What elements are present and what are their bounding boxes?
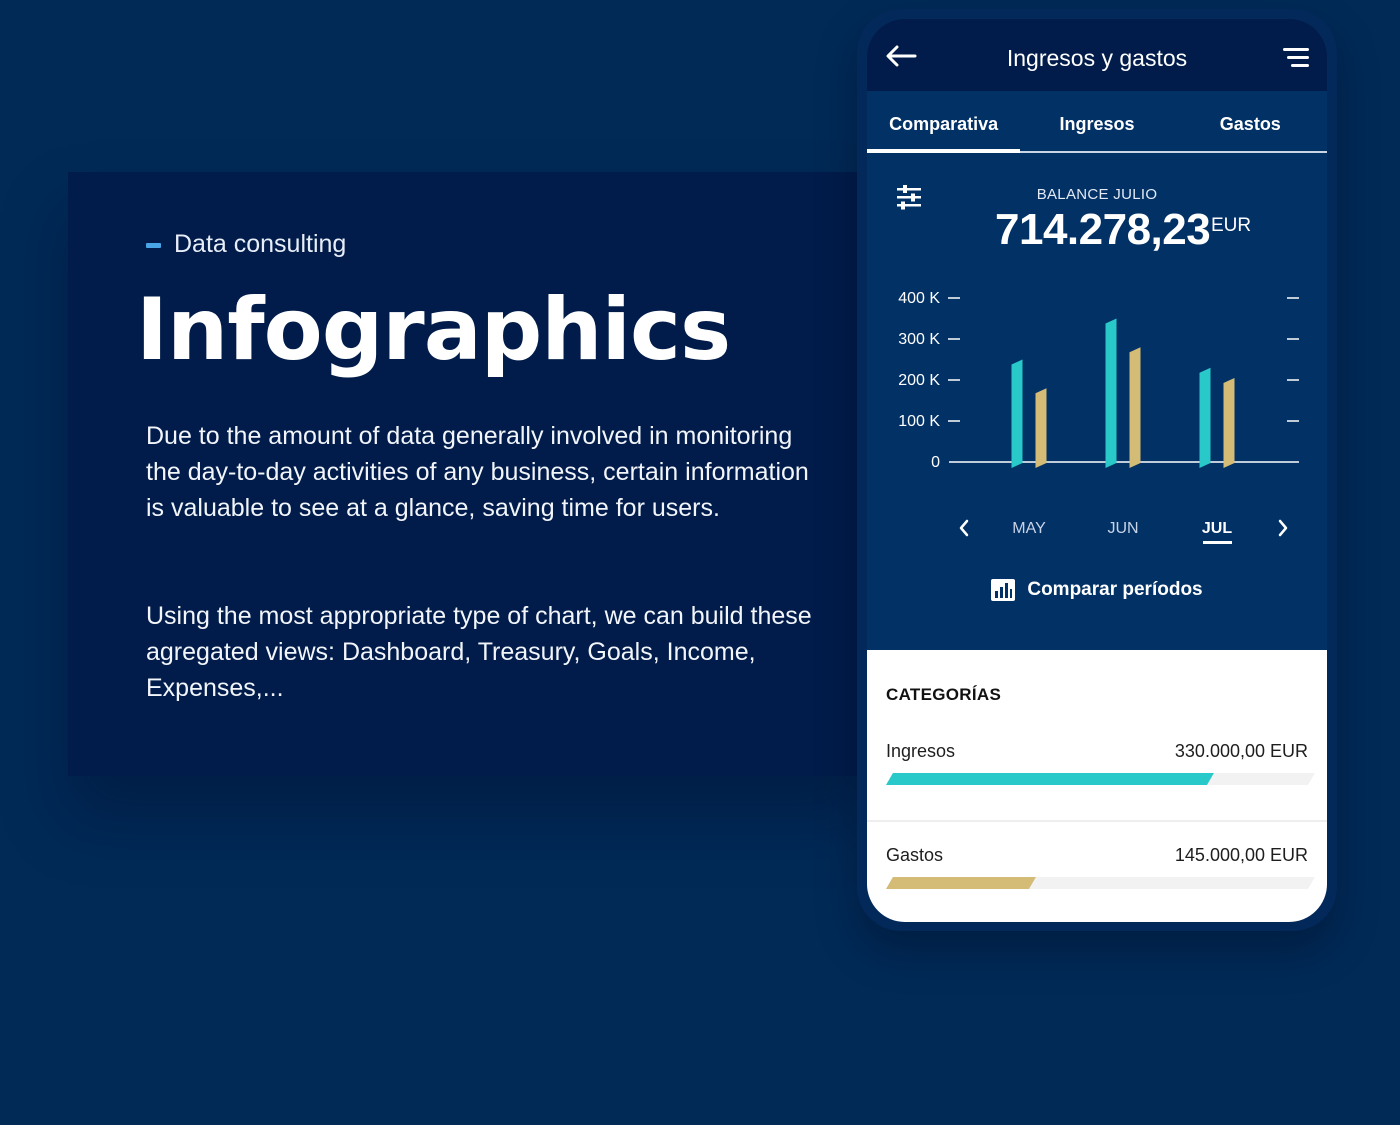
x-tick-label: JUL — [1202, 520, 1232, 537]
y-tick-label: 100 K — [898, 413, 940, 430]
y-tick-label: 200 K — [898, 372, 940, 389]
chevron-right-icon[interactable] — [1278, 519, 1288, 537]
app-title: Ingresos y gastos — [1006, 45, 1188, 71]
balance-currency: EUR — [1211, 215, 1252, 236]
eyebrow-label: Data consulting — [174, 230, 347, 258]
phone-screen: Ingresos y gastos Comparativa Ingresos G… — [867, 19, 1327, 922]
bar-may-series-1 — [1011, 359, 1023, 468]
category-progress-track — [886, 877, 1315, 889]
tab-comparativa[interactable]: Comparativa — [867, 91, 1021, 153]
eyebrow-dash — [146, 243, 161, 248]
x-tick-label: MAY — [1012, 520, 1046, 537]
y-tick-label: 400 K — [898, 290, 940, 307]
category-amount: 330.000,00 EUR — [1174, 741, 1308, 761]
y-tick-label: 300 K — [898, 331, 940, 348]
tab-ingresos[interactable]: Ingresos — [1059, 114, 1135, 134]
app-bar: Ingresos y gastos — [867, 19, 1327, 91]
category-progress-fill — [886, 773, 1214, 785]
arrow-left-icon[interactable] — [885, 45, 917, 67]
bar-chart: 400 K 300 K 200 K 100 K 0 MAY JUN JUL — [898, 290, 1299, 544]
bar-jul-series-1 — [1199, 367, 1211, 468]
intro-paragraph-2: Using the most appropriate type of chart… — [146, 602, 812, 702]
compare-periods-label: Comparar períodos — [1027, 579, 1203, 600]
bar-jun-series-2 — [1129, 347, 1141, 468]
category-progress-track — [886, 773, 1315, 785]
filter-icon[interactable] — [895, 185, 923, 211]
chevron-left-icon[interactable] — [959, 519, 969, 537]
menu-icon[interactable] — [1283, 47, 1309, 69]
y-tick-label: 0 — [931, 454, 940, 471]
balance-value: 714.278,23 — [995, 205, 1211, 254]
compare-periods-button[interactable]: Comparar períodos — [867, 579, 1327, 601]
x-tick-label: JUN — [1107, 520, 1138, 537]
page-title: Infographics — [136, 280, 731, 380]
categories-title: CATEGORÍAS — [886, 685, 1002, 704]
eyebrow: Data consulting — [146, 230, 346, 259]
bar-jun-series-1 — [1105, 318, 1117, 468]
category-name: Ingresos — [886, 741, 956, 761]
bar-chart-icon — [991, 579, 1016, 601]
balance-label: BALANCE JULIO — [1036, 186, 1158, 203]
categories-panel: CATEGORÍAS Ingresos 330.000,00 EUR Gasto… — [867, 650, 1327, 922]
bar-may-series-2 — [1035, 388, 1047, 468]
info-card: Data consulting Infographics Due to the … — [68, 172, 868, 776]
category-amount: 145.000,00 EUR — [1174, 845, 1308, 865]
intro-paragraph-1: Due to the amount of data generally invo… — [146, 422, 809, 522]
bar-jul-series-2 — [1223, 377, 1235, 468]
category-name: Gastos — [886, 845, 944, 865]
category-divider — [867, 820, 1327, 822]
category-progress-fill — [886, 877, 1037, 889]
tab-bar: Comparativa Ingresos Gastos — [867, 91, 1327, 153]
tab-gastos[interactable]: Gastos — [1219, 114, 1281, 134]
selected-month-underline — [1203, 541, 1232, 544]
